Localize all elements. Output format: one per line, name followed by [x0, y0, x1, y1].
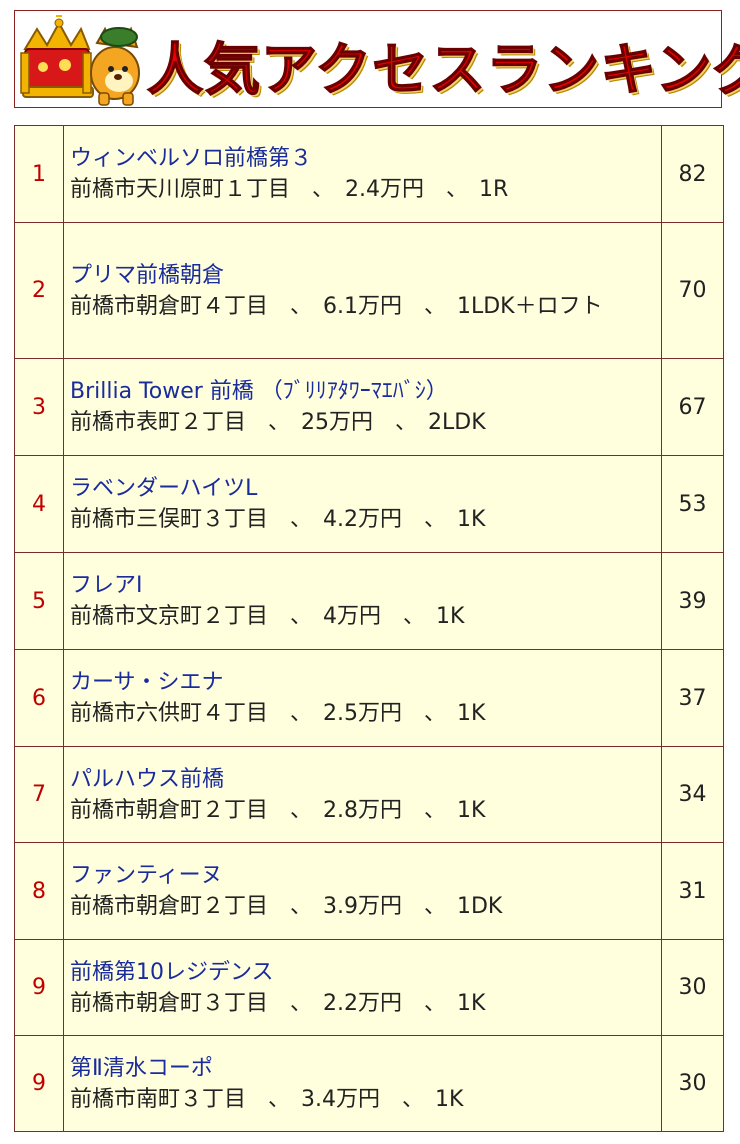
property-detail: 前橋市三俣町３丁目 、 4.2万円 、 1K [70, 507, 486, 532]
ranking-row: 6 カーサ・シエナ 前橋市六供町４丁目 、 2.5万円 、 1K 37 [14, 649, 724, 747]
ranking-banner: 人気アクセスランキング [14, 10, 740, 108]
access-count: 39 [661, 552, 724, 650]
access-count: 53 [661, 455, 724, 553]
rank-number: 9 [14, 939, 64, 1036]
property-info: ラベンダーハイツL 前橋市三俣町３丁目 、 4.2万円 、 1K [63, 455, 662, 553]
ranking-row: 7 パルハウス前橋 前橋市朝倉町２丁目 、 2.8万円 、 1K 34 [14, 746, 724, 843]
access-count: 67 [661, 358, 724, 456]
property-name-link[interactable]: ラベンダーハイツL [70, 476, 258, 501]
ranking-row: 8 ファンティーヌ 前橋市朝倉町２丁目 、 3.9万円 、 1DK 31 [14, 842, 724, 940]
property-info: パルハウス前橋前橋市朝倉町２丁目 、 2.8万円 、 1K [63, 746, 662, 843]
property-detail: 前橋市朝倉町３丁目 、 2.2万円 、 1K [70, 990, 486, 1016]
ranking-row: 5 フレアⅠ 前橋市文京町２丁目 、 4万円 、 1K 39 [14, 552, 724, 650]
rank-number: 5 [14, 552, 64, 650]
access-count: 82 [661, 125, 724, 223]
rank-number: 7 [14, 746, 64, 843]
rank-number: 8 [14, 842, 64, 940]
ranking-table: 1 ウィンベルソロ前橋第３ 前橋市天川原町１丁目 、 2.4万円 、 1R 82 2 プリ… [14, 125, 724, 1132]
property-info: 前橋第10レジデンス前橋市朝倉町３丁目 、 2.2万円 、 1K [63, 939, 662, 1036]
property-detail: 前橋市南町３丁目 、 3.4万円 、 1K [70, 1086, 464, 1112]
property-name-link[interactable]: フレアⅠ [70, 573, 143, 598]
property-name-link[interactable]: 第Ⅱ清水コーポ [70, 1055, 213, 1081]
rank-number: 4 [14, 455, 64, 553]
ranking-row: 2 プリマ前橋朝倉 前橋市朝倉町４丁目 、 6.1万円 、 1LDK＋ロフト 70 [14, 222, 724, 359]
property-info: ウィンベルソロ前橋第３ 前橋市天川原町１丁目 、 2.4万円 、 1R [63, 125, 662, 223]
crown-mascot-icon [20, 15, 140, 106]
access-count: 30 [661, 939, 724, 1036]
property-info: フレアⅠ 前橋市文京町２丁目 、 4万円 、 1K [63, 552, 662, 650]
property-name-link[interactable]: カーサ・シエナ [70, 670, 224, 695]
access-count: 30 [661, 1035, 724, 1132]
rank-number: 1 [14, 125, 64, 223]
property-detail: 前橋市朝倉町２丁目 、 3.9万円 、 1DK [70, 894, 503, 919]
property-detail: 前橋市朝倉町４丁目 、 6.1万円 、 1LDK＋ロフト [70, 293, 603, 319]
property-name-link[interactable]: 前橋第10レジデンス [70, 959, 274, 985]
property-name-link[interactable]: プリマ前橋朝倉 [70, 262, 225, 288]
property-detail: 前橋市表町２丁目 、 25万円 、 2LDK [70, 410, 486, 435]
access-count: 31 [661, 842, 724, 940]
property-info: Brillia Tower 前橋 （ﾌﾞﾘﾘｱﾀﾜｰﾏｴﾊﾞｼ） 前橋市表町２丁目… [63, 358, 662, 456]
ranking-row: 4 ラベンダーハイツL 前橋市三俣町３丁目 、 4.2万円 、 1K 53 [14, 455, 724, 553]
property-detail: 前橋市文京町２丁目 、 4万円 、 1K [70, 604, 465, 629]
property-detail: 前橋市天川原町１丁目 、 2.4万円 、 1R [70, 177, 509, 202]
rank-number: 9 [14, 1035, 64, 1132]
ranking-row: 1 ウィンベルソロ前橋第３ 前橋市天川原町１丁目 、 2.4万円 、 1R 82 [14, 125, 724, 223]
ranking-row: 9 前橋第10レジデンス 前橋市朝倉町３丁目 、 2.2万円 、 1K 30 [14, 939, 724, 1036]
access-count: 37 [661, 649, 724, 747]
access-count: 34 [661, 746, 724, 843]
property-info: ファンティーヌ前橋市朝倉町２丁目 、 3.9万円 、 1DK [63, 842, 662, 940]
rank-number: 6 [14, 649, 64, 747]
property-name-link[interactable]: ファンティーヌ [70, 863, 223, 888]
property-name-link[interactable]: Brillia Tower 前橋 （ﾌﾞﾘﾘｱﾀﾜｰﾏｴﾊﾞｼ） [70, 379, 448, 404]
access-count: 70 [661, 222, 724, 359]
property-info: カーサ・シエナ前橋市六供町４丁目 、 2.5万円 、 1K [63, 649, 662, 747]
property-name-link[interactable]: ウィンベルソロ前橋第３ [70, 146, 313, 171]
property-info: プリマ前橋朝倉前橋市朝倉町４丁目 、 6.1万円 、 1LDK＋ロフト [63, 222, 662, 359]
rank-number: 2 [14, 222, 64, 359]
ranking-row: 3 Brillia Tower 前橋 （ﾌﾞﾘﾘｱﾀﾜｰﾏｴﾊﾞｼ） 前橋市表町２丁… [14, 358, 724, 456]
ranking-title: 人気アクセスランキング [146, 37, 740, 104]
ranking-row: 9 第Ⅱ清水コーポ 前橋市南町３丁目 、 3.4万円 、 1K 30 [14, 1035, 724, 1132]
rank-number: 3 [14, 358, 64, 456]
property-detail: 前橋市六供町４丁目 、 2.5万円 、 1K [70, 701, 486, 726]
property-detail: 前橋市朝倉町２丁目 、 2.8万円 、 1K [70, 797, 486, 823]
property-name-link[interactable]: パルハウス前橋 [70, 766, 225, 792]
property-info: 第Ⅱ清水コーポ前橋市南町３丁目 、 3.4万円 、 1K [63, 1035, 662, 1132]
